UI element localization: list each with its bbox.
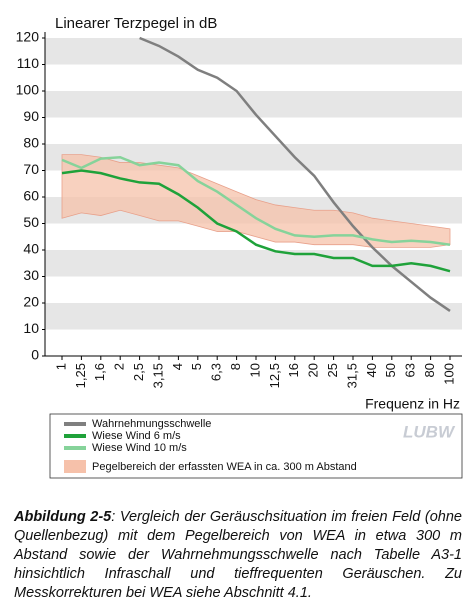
- legend-swatch: [64, 460, 86, 473]
- y-tick-label: 70: [23, 161, 39, 177]
- x-tick-label: 10: [247, 363, 262, 377]
- legend-label: Wahrnehmungsschwelle: [92, 418, 211, 430]
- x-tick-label: 3,15: [150, 363, 165, 388]
- caption: Abbildung 2-5: Vergleich der Geräuschsit…: [14, 508, 462, 603]
- grid-band: [45, 250, 462, 277]
- x-tick-label: 50: [383, 363, 398, 377]
- y-tick-label: 20: [23, 294, 39, 310]
- grid-band: [45, 38, 462, 65]
- series-line: [139, 36, 451, 312]
- x-tick-label: 12,5: [267, 363, 282, 388]
- x-axis-label: Frequenz in Hz: [365, 396, 460, 412]
- grid-band: [45, 303, 462, 330]
- x-tick-label: 2: [112, 363, 127, 370]
- legend-label: Pegelbereich der erfassten WEA in ca. 30…: [92, 461, 357, 473]
- x-tick-label: 5: [189, 363, 204, 370]
- y-tick-label: 40: [23, 241, 39, 257]
- logo: LUBW: [403, 422, 456, 441]
- y-tick-label: 30: [23, 267, 39, 283]
- y-tick-label: 10: [23, 320, 39, 336]
- series-line: [61, 155, 451, 246]
- legend-label: Wiese Wind 10 m/s: [92, 442, 187, 454]
- y-axis-label: Linearer Terzpegel in dB: [55, 15, 217, 32]
- x-tick-label: 63: [403, 363, 418, 377]
- y-tick-label: 120: [16, 29, 40, 45]
- y-tick-label: 110: [17, 55, 40, 71]
- caption-text: : Vergleich der Geräuschsituation im fre…: [14, 509, 462, 601]
- x-tick-label: 1,6: [92, 363, 107, 381]
- x-tick-label: 80: [422, 363, 437, 377]
- series-line: [61, 169, 451, 273]
- y-tick-label: 60: [23, 188, 39, 204]
- caption-label: Abbildung 2-5: [14, 509, 112, 525]
- legend-box: [49, 413, 463, 479]
- legend-label: Wiese Wind 6 m/s: [92, 430, 181, 442]
- y-tick-label: 100: [16, 82, 40, 98]
- x-tick-label: 2,5: [131, 363, 146, 381]
- x-tick-label: 16: [286, 363, 301, 377]
- x-tick-label: 1,25: [73, 363, 88, 388]
- x-tick-label: 1: [53, 363, 68, 370]
- x-tick-label: 8: [228, 363, 243, 370]
- x-tick-label: 40: [364, 363, 379, 377]
- x-tick-label: 25: [325, 363, 340, 377]
- chart: Linearer Terzpegel in dB Frequenz in Hz …: [16, 15, 463, 479]
- y-tick-label: 90: [23, 108, 39, 124]
- x-tick-label: 31,5: [344, 363, 359, 388]
- x-tick-label: 100: [441, 363, 456, 385]
- x-tick-label: 4: [170, 363, 185, 370]
- x-tick-label: 20: [306, 363, 321, 377]
- y-tick-label: 50: [23, 214, 39, 230]
- y-tick-label: 80: [23, 135, 39, 151]
- x-tick-label: 6,3: [209, 363, 224, 381]
- y-tick-label: 0: [31, 347, 39, 363]
